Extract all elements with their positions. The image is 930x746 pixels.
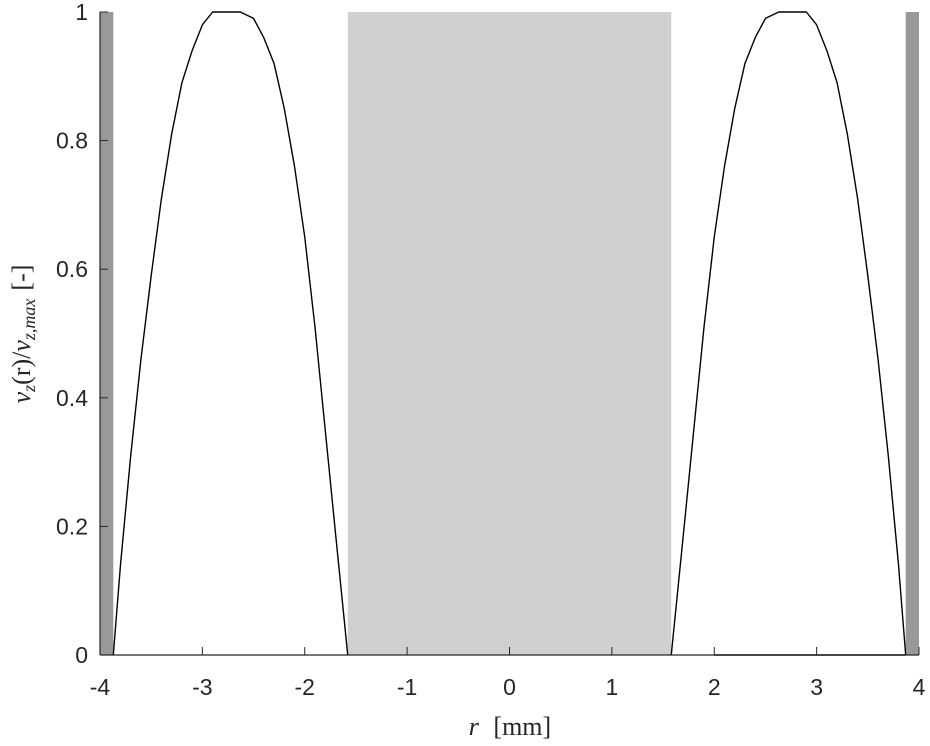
shaded-region-1 bbox=[347, 12, 672, 655]
y-axis-label: vz(r)/vz,max[-] bbox=[7, 265, 39, 404]
y-axis-label-num-sub: z bbox=[19, 385, 39, 393]
x-tick-label-2: -2 bbox=[295, 674, 315, 700]
y-axis-label-num: v bbox=[7, 391, 36, 403]
y-tick-label-1: 0.2 bbox=[56, 513, 88, 539]
y-tick-label-3: 0.6 bbox=[56, 256, 88, 282]
x-axis-label-unit: [mm] bbox=[493, 712, 551, 741]
y-tick-label-0: 0 bbox=[75, 642, 88, 668]
y-tick-label-5: 1 bbox=[75, 0, 88, 25]
y-axis-label-den: v bbox=[7, 340, 36, 352]
y-tick-label-4: 0.8 bbox=[56, 128, 88, 154]
series-line-1 bbox=[670, 11, 907, 656]
series-line-0 bbox=[112, 11, 349, 656]
x-tick-label-0: -4 bbox=[90, 674, 111, 700]
x-tick-label-5: 1 bbox=[605, 674, 618, 700]
x-tick-label-7: 3 bbox=[810, 674, 823, 700]
x-axis-label: r [mm] bbox=[469, 712, 551, 741]
y-tick-labels: 0 0.2 0.4 0.6 0.8 1 bbox=[56, 0, 88, 668]
x-tick-label-4: 0 bbox=[503, 674, 516, 700]
x-tick-label-6: 2 bbox=[708, 674, 721, 700]
y-tick-label-2: 0.4 bbox=[56, 385, 88, 411]
axes bbox=[99, 11, 920, 656]
y-axis-label-arg: (r) bbox=[7, 359, 36, 385]
y-axis-label-slash: / bbox=[7, 351, 36, 359]
x-tick-label-1: -3 bbox=[192, 674, 212, 700]
shaded-region-0 bbox=[100, 12, 114, 655]
shaded-region-2 bbox=[905, 12, 919, 655]
x-axis-label-var: r bbox=[469, 712, 480, 741]
x-tick-label-8: 4 bbox=[913, 674, 926, 700]
y-axis-label-den-sub: z,max bbox=[19, 299, 39, 342]
x-tick-labels: -4 -3 -2 -1 0 1 2 3 4 bbox=[90, 674, 926, 700]
x-tick-label-3: -1 bbox=[397, 674, 417, 700]
y-axis-label-unit: [-] bbox=[7, 265, 36, 291]
shaded-regions bbox=[100, 12, 919, 655]
